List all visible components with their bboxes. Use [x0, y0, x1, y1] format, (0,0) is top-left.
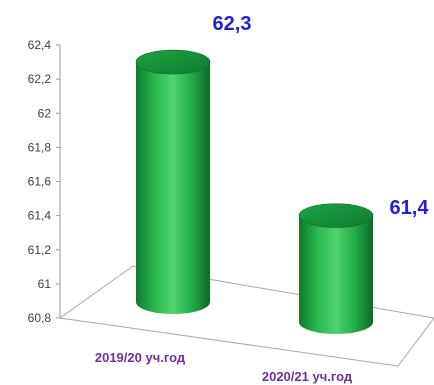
bar-body	[299, 215, 373, 334]
axes	[58, 45, 434, 367]
y-tick-label: 60,8	[28, 311, 52, 325]
y-tick-label: 61,6	[28, 175, 52, 189]
y-tick-label: 61,2	[28, 243, 52, 257]
y-tick-label: 62,4	[28, 38, 52, 52]
bar-1	[135, 49, 211, 314]
y-tick-label: 61,8	[28, 140, 52, 154]
y-axis-ticks: 60,8 61 61,2 61,4 61,6 61,8 62 62,2 62,4	[28, 38, 60, 325]
bars	[135, 49, 374, 334]
data-label: 61,4	[390, 197, 430, 219]
bar-body	[136, 62, 210, 314]
labels: 62,3 61,4 2019/20 уч.год 2020/21 уч.год	[95, 13, 429, 384]
category-label: 2019/20 уч.год	[95, 350, 186, 365]
y-tick-label: 62	[38, 106, 52, 120]
data-label: 62,3	[213, 13, 252, 35]
y-tick-label: 61,4	[28, 209, 52, 223]
bar-2	[298, 203, 374, 334]
chart-floor	[58, 265, 434, 367]
y-tick-label: 62,2	[28, 72, 52, 86]
category-label: 2020/21 уч.год	[262, 369, 353, 384]
bar-cap	[135, 49, 211, 75]
y-tick-label: 61	[38, 277, 52, 291]
bar-cap	[298, 203, 374, 228]
